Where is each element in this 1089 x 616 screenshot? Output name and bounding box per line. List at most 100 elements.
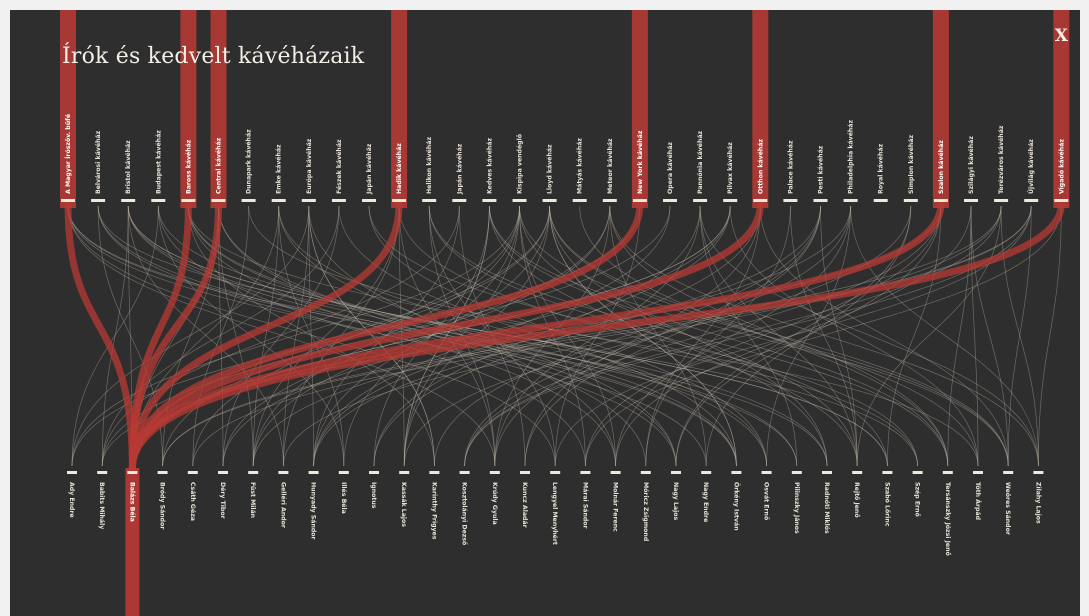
cafe-label[interactable]: A Magyar Írószöv. büfé [63,114,72,194]
cafe-label[interactable]: Belvárosi kávéház [94,130,102,194]
cafe-tick[interactable] [663,199,677,202]
writer-tick[interactable] [761,471,772,474]
cafe-label[interactable]: Pilvax kávéház [726,142,734,194]
writer-tick[interactable] [791,471,802,474]
cafe-label[interactable]: Dunapark kávéház [245,129,253,194]
writer-label[interactable]: Márai Sándor [581,482,589,530]
writer-label[interactable]: Weöres Sándor [1004,482,1012,536]
cafe-label[interactable]: Mátyás kávéház [576,138,584,194]
writer-label[interactable]: Krúdy Gyula [491,482,499,525]
cafe-label[interactable]: Central kávéház [215,137,223,194]
writer-label[interactable]: Szabó Lőrinc [883,482,892,527]
cafe-label[interactable]: Lloyd kávéház [546,144,554,194]
writer-label[interactable]: Ignotus [370,482,377,509]
writer-tick[interactable] [187,471,198,474]
cafe-label[interactable]: Otthon kávéház [756,139,764,194]
writer-tick[interactable] [942,471,953,474]
cafe-tick[interactable] [301,199,316,202]
cafe-label[interactable]: Kedves kávéház [485,138,493,194]
writer-tick[interactable] [912,471,923,474]
writer-label[interactable]: Rejtő Jenő [853,482,862,518]
cafe-label[interactable]: Terézváros kávéház [997,125,1005,194]
cafe-label[interactable]: Emke kávéház [275,144,283,194]
cafe-label[interactable]: Japán kávéház [455,143,463,195]
close-button[interactable]: X [1054,26,1068,46]
cafe-label[interactable]: Simplon kávéház [907,135,915,194]
writer-label[interactable]: Molnár Ferenc [612,482,620,532]
cafe-label[interactable]: Philadelphia kávéház [847,120,855,194]
writer-tick[interactable] [822,471,832,474]
cafe-label[interactable]: Meteor kávéház [606,138,614,194]
writer-label[interactable]: Ady Endre [68,482,75,518]
writer-tick[interactable] [882,471,893,474]
cafe-tick[interactable] [271,199,286,202]
writer-tick[interactable] [852,471,863,474]
writer-tick[interactable] [67,471,77,474]
writer-label[interactable]: Füst Milán [249,482,257,518]
cafe-label[interactable]: Budapest kávéház [154,130,162,194]
cafe-label[interactable]: Újvilág kávéház [1026,139,1035,194]
cafe-tick[interactable] [964,199,978,202]
writer-tick[interactable] [399,471,410,474]
writer-tick[interactable] [973,471,983,474]
writer-tick[interactable] [338,471,349,474]
writer-label[interactable]: Bródy Sándor [159,482,167,530]
writer-tick[interactable] [308,471,319,474]
writer-label[interactable]: Tóth Árpád [974,482,983,520]
writer-tick[interactable] [640,471,651,474]
cafe-tick[interactable] [572,199,587,202]
writer-tick[interactable] [580,471,591,474]
writer-label[interactable]: Szép Ernő [914,482,923,517]
cafe-label[interactable]: Fészek kávéház [335,139,343,194]
cafe-label[interactable]: Helikon kávéház [425,137,433,194]
writer-label[interactable]: Örkény István [732,482,741,531]
writer-label[interactable]: Móricz Zsigmond [642,482,650,541]
cafe-label[interactable]: Japán kávéház [365,143,373,195]
writer-tick[interactable] [671,471,681,474]
writer-label[interactable]: Déry Tibor [219,482,227,520]
writer-tick[interactable] [97,471,108,474]
cafe-tick[interactable] [903,199,918,202]
writer-tick[interactable] [520,471,530,474]
cafe-tick[interactable] [542,199,557,202]
cafe-tick[interactable] [482,199,497,202]
writer-label[interactable]: Zilahy Lajos [1034,482,1041,524]
cafe-tick[interactable] [873,199,888,202]
cafe-tick[interactable] [452,199,467,202]
cafe-label[interactable]: Opera kávéház [666,142,674,194]
cafe-tick[interactable] [723,199,738,202]
cafe-tick[interactable] [693,199,708,202]
writer-tick[interactable] [1033,471,1044,474]
writer-tick[interactable] [459,471,470,474]
cafe-tick[interactable] [933,199,948,202]
cafe-tick[interactable] [783,199,798,202]
cafe-tick[interactable] [121,199,136,202]
cafe-label[interactable]: New York kávéház [636,130,644,194]
writer-label[interactable]: Hunyady Sándor [310,482,318,541]
writer-tick[interactable] [248,471,259,474]
writer-tick[interactable] [218,471,228,474]
writer-tick[interactable] [157,471,168,474]
cafe-label[interactable]: Kispipa vendéglő [515,134,524,194]
writer-label[interactable]: Pilinszky János [793,482,801,534]
writer-label[interactable]: Gelléri Andor [279,482,287,529]
cafe-label[interactable]: Pesti kávéház [817,145,825,194]
cafe-label[interactable]: Hadik kávéház [395,143,403,194]
writer-label[interactable]: Kuncz Aladár [521,482,529,529]
cafe-label[interactable]: Pannónia kávéház [696,130,704,194]
writer-tick[interactable] [701,471,712,474]
cafe-label[interactable]: Palace kávéház [786,140,794,194]
cafe-tick[interactable] [994,199,1009,202]
writer-label[interactable]: Nagy Lajos [672,482,679,520]
cafe-tick[interactable] [211,199,226,202]
cafe-label[interactable]: Royal kávéház [877,143,885,194]
writer-label[interactable]: Illés Béla [340,482,348,514]
writer-label[interactable]: Csáth Géza [189,482,197,521]
cafe-tick[interactable] [632,199,647,202]
cafe-tick[interactable] [241,199,256,202]
cafe-label[interactable]: Szalon kávéház [937,140,945,194]
cafe-label[interactable]: Szilágyi kávéház [967,136,975,194]
cafe-label[interactable]: Vigadó kávéház [1057,139,1065,194]
cafe-tick[interactable] [362,199,376,202]
cafe-tick[interactable] [843,199,858,202]
